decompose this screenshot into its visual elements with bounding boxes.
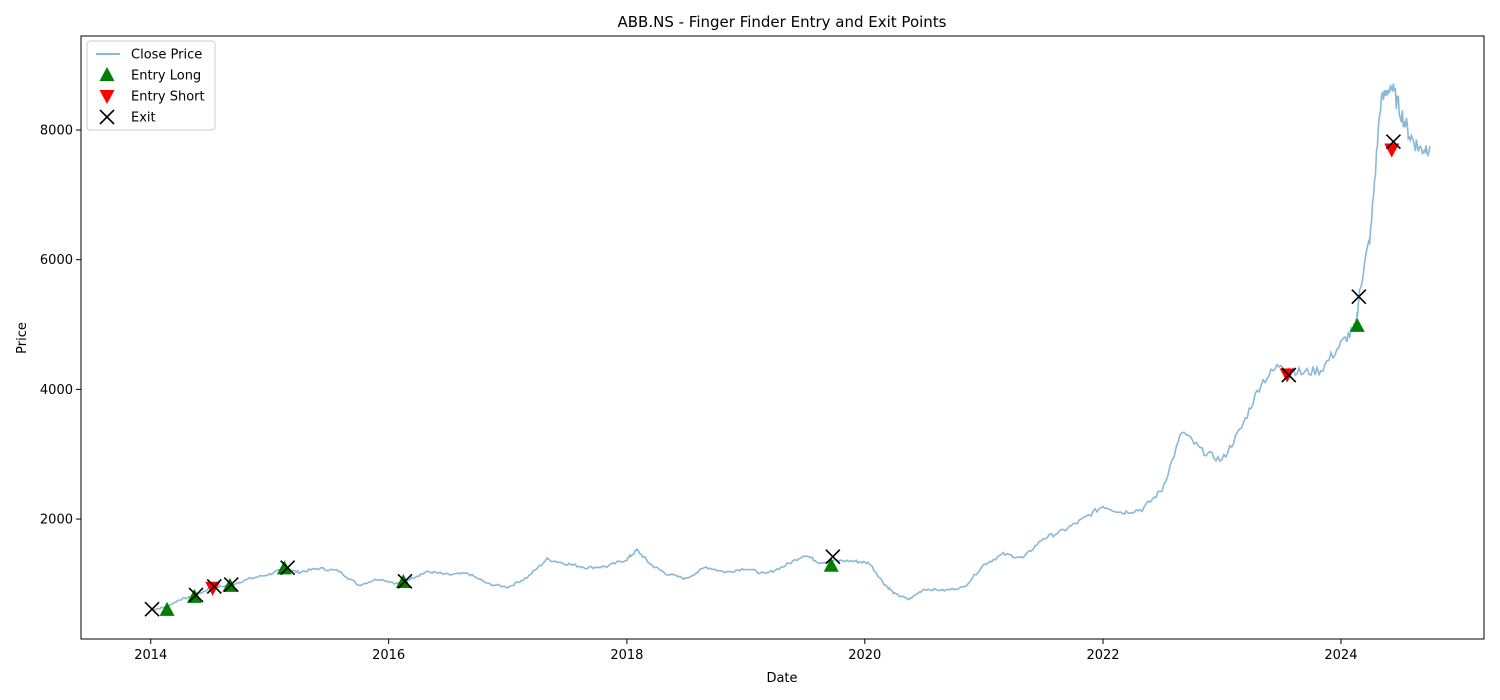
x-tick-label: 2024 bbox=[1324, 648, 1357, 663]
x-tick-label: 2018 bbox=[610, 648, 643, 663]
entry-long-marker bbox=[1349, 317, 1365, 332]
exit-marker bbox=[223, 576, 239, 593]
exit-marker bbox=[397, 573, 413, 589]
y-tick-label: 8000 bbox=[40, 124, 73, 139]
legend-item: Exit bbox=[99, 109, 156, 126]
legend: Close Price Entry Long Entry Short Exit bbox=[86, 40, 216, 131]
legend-item: Close Price bbox=[96, 48, 202, 63]
x-tick-label: 2022 bbox=[1086, 648, 1119, 663]
exit-marker bbox=[1385, 134, 1401, 150]
legend-box bbox=[86, 40, 216, 131]
legend-label: Exit bbox=[131, 111, 156, 126]
legend-label: Entry Short bbox=[131, 90, 205, 105]
plot-area bbox=[144, 83, 1431, 617]
legend-item: Entry Short bbox=[99, 90, 205, 105]
exit-marker bbox=[825, 549, 841, 565]
x-axis-label: Date bbox=[766, 671, 797, 686]
exit-marker bbox=[144, 601, 160, 617]
x-tick-label: 2020 bbox=[848, 648, 881, 663]
exit-marker bbox=[1351, 289, 1367, 305]
y-tick-label: 6000 bbox=[40, 253, 73, 268]
exit-marker bbox=[280, 560, 296, 576]
legend-marker-swatch bbox=[99, 67, 115, 81]
exit-marker bbox=[188, 587, 204, 603]
entry-long-marker bbox=[159, 601, 175, 616]
close-price-line bbox=[150, 83, 1431, 611]
plot-frame bbox=[80, 35, 1485, 640]
x-tick-label: 2016 bbox=[372, 648, 405, 663]
exit-marker bbox=[1281, 367, 1297, 383]
x-axis: 2014 2016 2018 2020 2022 2024 bbox=[134, 639, 1357, 663]
y-axis-label: Price bbox=[15, 322, 30, 354]
legend-label: Entry Long bbox=[131, 69, 201, 84]
entry-long-marker bbox=[276, 560, 292, 575]
legend-label: Close Price bbox=[131, 48, 202, 63]
legend-marker-swatch bbox=[99, 90, 115, 104]
y-axis: 2000 4000 6000 8000 bbox=[40, 124, 81, 528]
chart-title: ABB.NS - Finger Finder Entry and Exit Po… bbox=[618, 13, 947, 31]
exit-marker bbox=[206, 578, 222, 595]
legend-item: Entry Long bbox=[99, 67, 201, 84]
y-tick-label: 4000 bbox=[40, 383, 73, 398]
x-tick-label: 2014 bbox=[134, 648, 167, 663]
y-tick-label: 2000 bbox=[40, 513, 73, 528]
entry-long-marker bbox=[823, 557, 839, 572]
legend-marker-swatch bbox=[99, 109, 115, 125]
